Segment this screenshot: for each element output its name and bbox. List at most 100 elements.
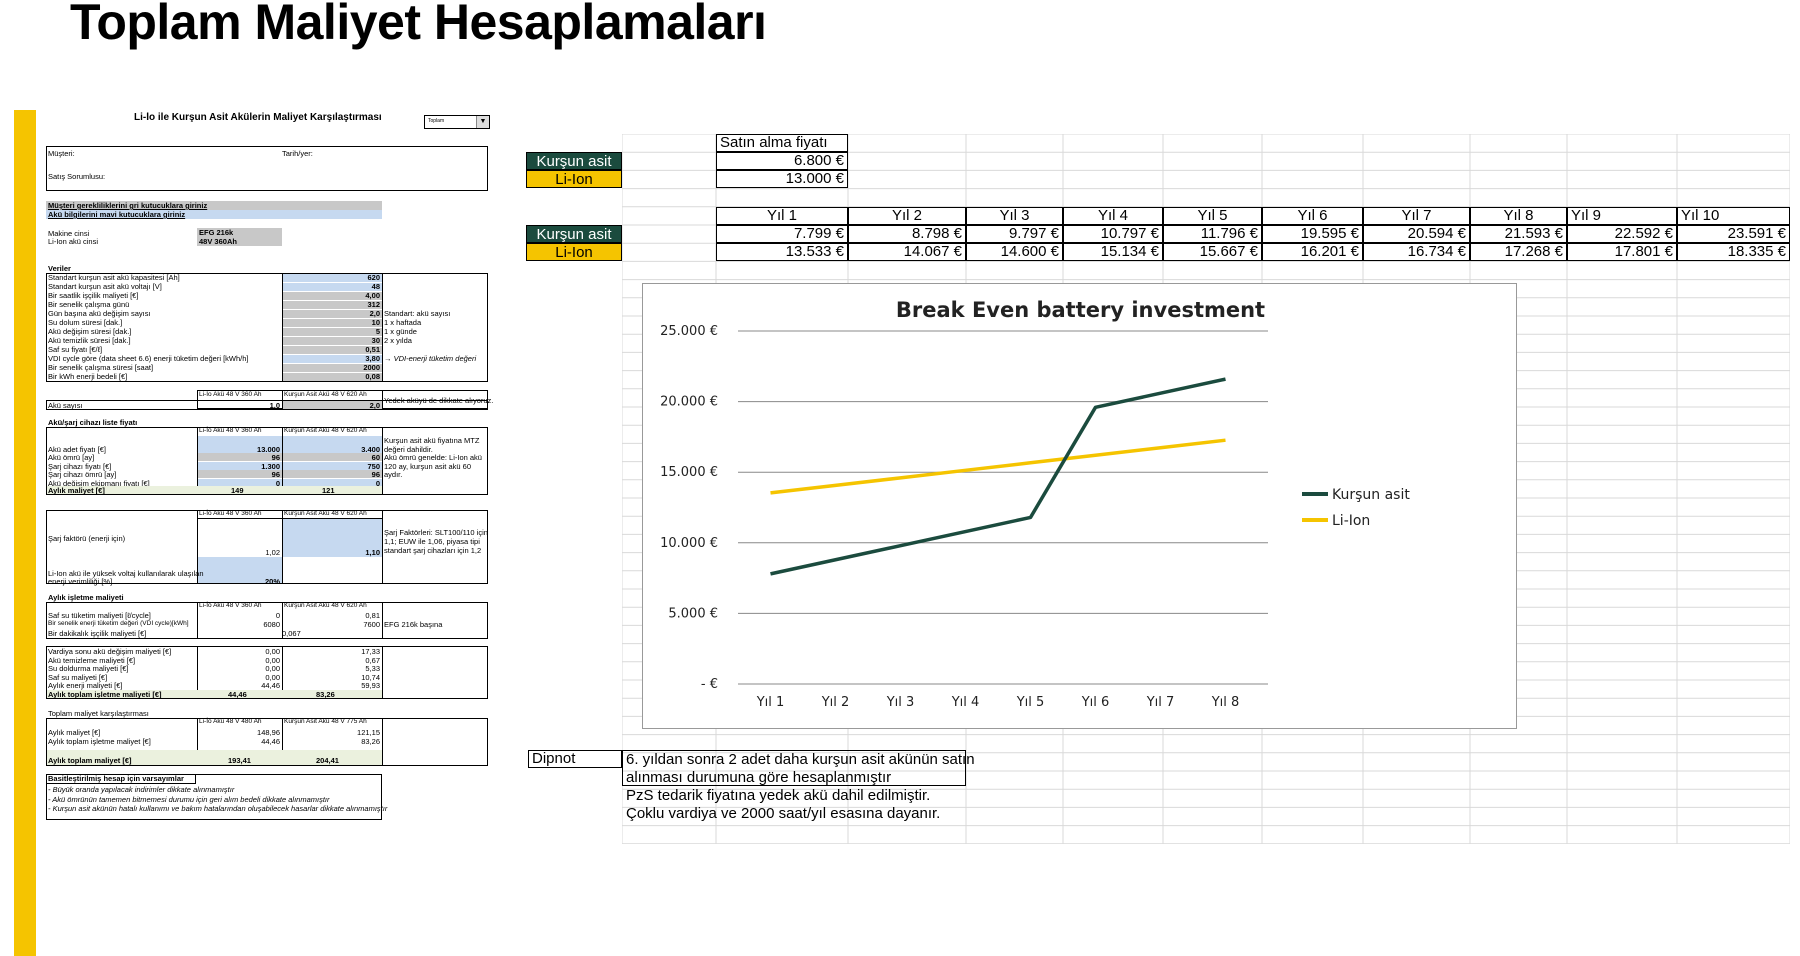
veri-row-label: Standart kurşun asit akü voltajı [V] (48, 282, 162, 291)
sec2-note-line: değeri dahildir. (384, 444, 433, 454)
li-value-cell (1163, 243, 1262, 261)
sarj-note-line: 1,1; EUW ile 1,06, piyasa tipi (384, 537, 480, 546)
y-tick-label: - € (701, 677, 718, 692)
assume-line: - Büyük oranda yapılacak indirimler dikk… (48, 785, 235, 794)
sec2-gray-bg (283, 470, 382, 479)
sec4-row-li: 44,46 (261, 737, 280, 746)
sec2-row-li: 1.300 (261, 461, 280, 471)
veri-row-value: 3,80 (365, 354, 380, 363)
blue-note-bg (46, 210, 382, 219)
dipnot-line: PzS tedarik fiyatına yedek akü dahil edi… (626, 787, 931, 804)
veri-row-value: 0,08 (365, 372, 380, 381)
veri-value-bg (283, 346, 382, 354)
veri-value-bg (283, 301, 382, 309)
sec3b-row-pb: 0,67 (365, 655, 380, 665)
sec3b-row-label: Vardiya sonu akü değişim maliyeti [€] (48, 647, 172, 656)
sec2-row-label: Şarj cihazı fiyatı [€] (48, 461, 112, 471)
li-year-value: 17.268 € (1504, 243, 1563, 260)
sarj-pb: 1,10 (365, 548, 380, 557)
sec2-row-label: Akü değişim ekipmanı fiyatı [€] (48, 478, 150, 488)
aylik-maliyet-li: 149 (231, 486, 244, 495)
sec3-row-label: Bir dakikalık işçilik maliyeti [€] (48, 629, 147, 638)
dipnot-line: 6. yıldan sonra 2 adet daha kurşun asit … (626, 751, 975, 768)
year-header-cell (1363, 207, 1470, 225)
calc-select-value: Toplam (428, 118, 445, 124)
veri-row-label: Bir senelik çalışma günü (48, 300, 130, 309)
li-value-cell (1063, 243, 1163, 261)
verim-li: 20% (264, 577, 280, 586)
li-year-value: 14.067 € (903, 243, 962, 260)
pb-year-value: 10.797 € (1100, 225, 1159, 242)
sec3b-box (46, 646, 488, 699)
li-price-cell (716, 170, 848, 188)
purchase-header-cell (716, 134, 848, 152)
sec3b-row-label: Akü temizleme maliyeti [€] (48, 655, 136, 665)
sec3b-row-li: 0,00 (265, 655, 280, 665)
calc-select[interactable]: Toplam ▼ (424, 115, 490, 129)
aku-sayisi-div1 (282, 390, 283, 409)
pb-value-cell (1262, 225, 1363, 243)
veriler-title: Veriler (48, 264, 71, 273)
sec2-row-pb: 750 (367, 461, 380, 471)
veri-row-value: 2,0 (369, 309, 380, 318)
li-value-cell (966, 243, 1063, 261)
assume-title: Basitleştirilmiş hesap için varsayımlar (48, 774, 184, 783)
sec3-row-label: Saf su tüketim maliyeti [ℓ/cycle] (48, 611, 151, 620)
x-tick-label: Yıl 5 (1016, 695, 1045, 710)
sec3b-row-label: Su doldurma maliyeti [€] (48, 664, 129, 674)
chevron-down-icon[interactable]: ▼ (476, 116, 489, 128)
pb-value-cell (1677, 225, 1790, 243)
li-year-value: 15.667 € (1199, 243, 1258, 260)
sec3-div0 (197, 602, 198, 639)
year-header: Yıl 4 (1097, 207, 1128, 224)
legend-label: Li-Ion (1332, 513, 1370, 529)
pb-value-cell (1163, 225, 1262, 243)
verim-blue (198, 557, 282, 583)
veri-value-bg (283, 337, 382, 345)
dipnot-line: Çoklu vardiya ve 2000 saat/yıl esasına d… (626, 805, 941, 822)
veri-row-label: Akü değişim süresi [dak.] (48, 327, 132, 336)
y-tick-label: 15.000 € (660, 465, 718, 480)
sec2-note-line: Akü ömrü genelde: Li-Ion akü (384, 453, 482, 463)
sec3-row-pb: 7600 (363, 620, 380, 629)
dipnot-cell (622, 750, 966, 786)
verim-label-2: enerji verimliliği [%] (48, 577, 113, 586)
sec2-note-line: aydır. (384, 470, 403, 480)
li-year-value: 16.201 € (1300, 243, 1359, 260)
pb-year-value: 19.595 € (1300, 225, 1359, 242)
year-header-cell (1262, 207, 1363, 225)
sec4-title: Toplam maliyet karşılaştırması (48, 709, 149, 718)
year-header-cell (1063, 207, 1163, 225)
year-header-cell (966, 207, 1063, 225)
sec2-box (46, 427, 488, 495)
veri-value-bg (283, 355, 382, 363)
sec4-col-pb: Kurşun Asit Akü 48 V 775 Ah (284, 718, 367, 725)
sec2-row-li: 0 (275, 478, 280, 488)
veri-row-note: → VDI-enerji tüketim değeri (384, 354, 477, 363)
sec2-row-li: 96 (271, 470, 280, 480)
dipnot-label-cell (528, 750, 622, 768)
sarj-box (46, 510, 488, 584)
makine-cell (197, 228, 282, 237)
pb-value-cell (1063, 225, 1163, 243)
year-header-cell (1567, 207, 1677, 225)
veriler-divider-2 (382, 273, 383, 382)
sec3b-row-pb: 59,93 (361, 681, 380, 691)
pb-year-value: 8.798 € (911, 225, 962, 242)
aku-sayisi-li: 1,0 (269, 401, 280, 410)
sec2-blue-bg (198, 478, 282, 487)
li-price: 13.000 € (785, 170, 844, 187)
accent-bar (14, 110, 36, 956)
series-line (770, 377, 1226, 576)
veri-row-note: 1 x günde (384, 327, 417, 336)
sheet-heading: Li-İo ile Kurşun Asit Akülerin Maliyet K… (134, 112, 382, 123)
li-year-value: 15.134 € (1100, 243, 1159, 260)
sec2-blue-bg (198, 445, 282, 453)
veri-row-label: Standart kurşun asit akü kapasitesi [Ah] (48, 273, 180, 282)
pb-year-value: 9.797 € (1008, 225, 1059, 242)
veri-value-bg (283, 328, 382, 336)
sec3b-div2 (382, 646, 383, 699)
veri-row-value: 620 (367, 273, 380, 282)
legend-label: Kurşun asit (1332, 487, 1410, 503)
sec2-row-li: 13.000 (257, 445, 280, 454)
